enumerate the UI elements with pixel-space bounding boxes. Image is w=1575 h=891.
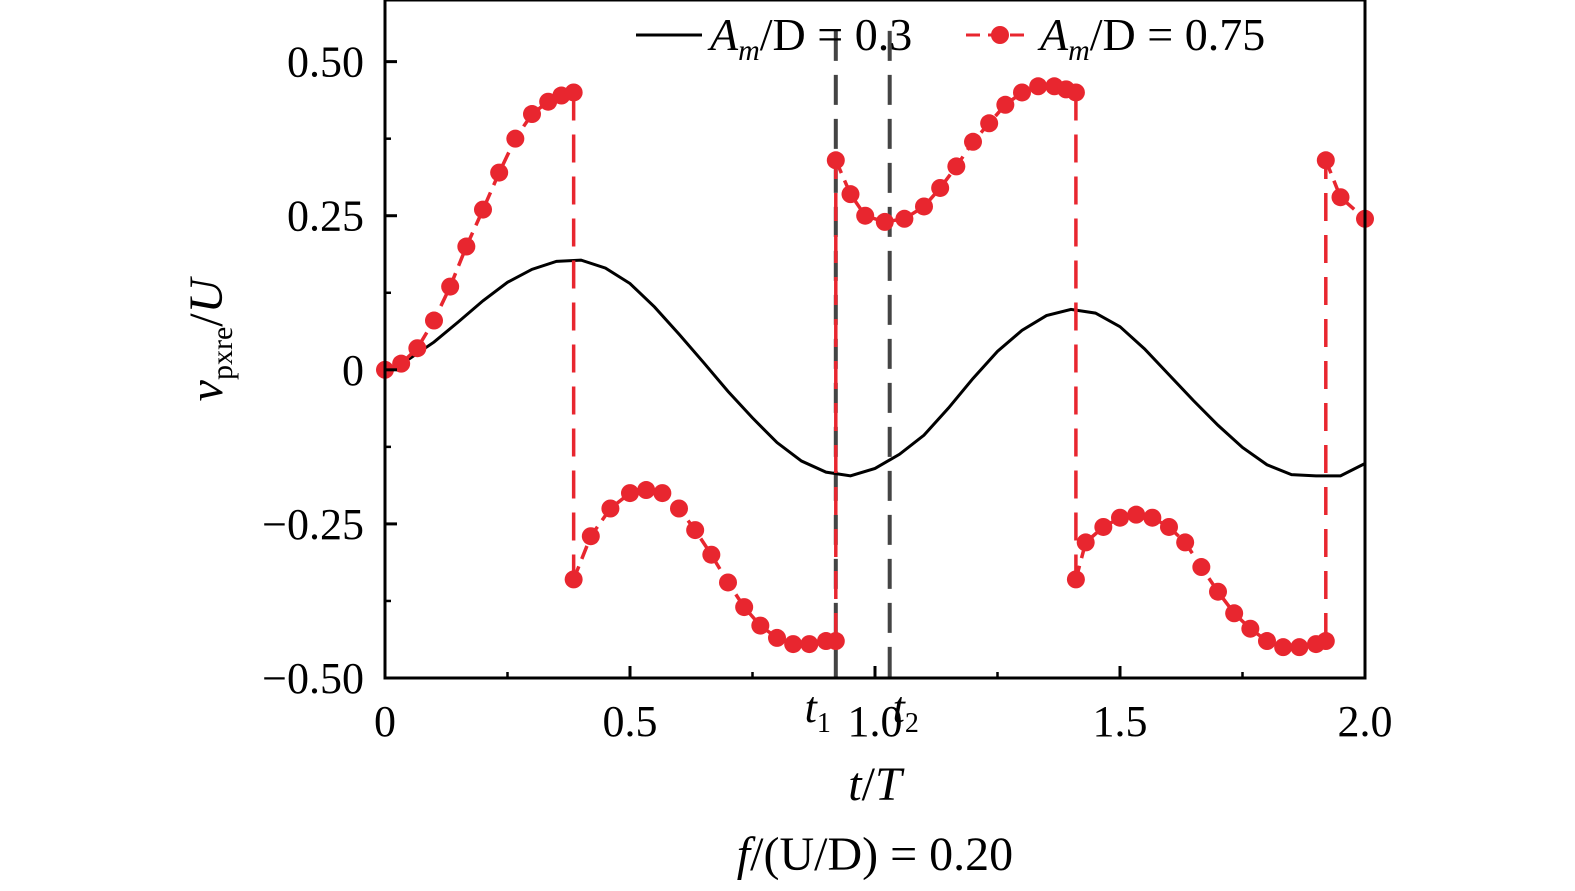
series-large-point-2-5 xyxy=(915,197,933,216)
series-large-point-3-16 xyxy=(1316,632,1335,651)
series-large-point-3-5 xyxy=(1143,508,1162,527)
series-large-point-2-0 xyxy=(826,151,845,170)
series-large-point-1-8 xyxy=(702,545,721,564)
x-tick-label-3: 1.5 xyxy=(1093,697,1148,746)
series-layer xyxy=(376,77,1374,657)
series-large-point-3-14 xyxy=(1290,638,1309,657)
legend-label-large: Am/D = 0.75 xyxy=(1037,9,1265,67)
series-large-point-3-8 xyxy=(1192,558,1211,577)
series-large-point-3-7 xyxy=(1176,533,1195,552)
marker-label-t1: t1 xyxy=(805,683,831,739)
series-large-point-3-10 xyxy=(1225,604,1244,623)
series-large-point-1-16 xyxy=(826,632,845,651)
series-large-segment-4 xyxy=(1324,159,1367,221)
x-tick-label-1: 0.5 xyxy=(603,697,658,746)
series-large-point-0-8 xyxy=(506,129,525,148)
series-large-point-1-2 xyxy=(601,499,620,518)
series-large-point-3-4 xyxy=(1127,505,1146,524)
axis-ticks: 0 0.5 1.0 1.5 2.0 0.50 0.25 0 −0.25 −0.50 xyxy=(262,38,1392,746)
series-large-segment-2 xyxy=(834,84,1077,224)
series-large-point-2-9 xyxy=(980,114,999,133)
y-tick-label-4: −0.50 xyxy=(262,654,364,703)
series-large-point-1-6 xyxy=(670,499,688,518)
series-large-point-1-0 xyxy=(564,570,583,589)
series-large-point-3-0 xyxy=(1066,570,1085,589)
y-axis-label: vpxre/U xyxy=(180,275,239,401)
series-large-point-3-3 xyxy=(1111,508,1129,527)
legend-marker-large xyxy=(991,26,1009,44)
series-large-point-1-13 xyxy=(784,635,803,654)
x-tick-label-2: 1.0 xyxy=(848,697,903,746)
series-large-point-0-1 xyxy=(392,354,411,373)
series-large-segment-3 xyxy=(1074,512,1327,649)
time-marker-labels: t1 t2 xyxy=(805,683,919,739)
caption: f/(U/D) = 0.20 xyxy=(737,828,1013,881)
series-large-point-0-9 xyxy=(523,105,541,124)
series-large-point-1-5 xyxy=(653,484,672,503)
series-large-point-1-4 xyxy=(637,481,656,500)
series-large-point-3-12 xyxy=(1258,632,1276,651)
time-markers xyxy=(833,30,892,678)
series-large-point-2-6 xyxy=(931,178,950,197)
series-large-point-3-9 xyxy=(1209,582,1227,601)
series-large-point-0-2 xyxy=(408,339,427,358)
series-large-point-1-14 xyxy=(800,635,819,654)
series-large-point-1-1 xyxy=(581,527,600,546)
series-large-point-1-10 xyxy=(735,598,754,617)
legend: Am/D = 0.3 Am/D = 0.75 xyxy=(636,9,1265,67)
series-large-point-2-1 xyxy=(841,185,860,204)
series-large-point-2-15 xyxy=(1066,83,1085,102)
x-tick-label-4: 2.0 xyxy=(1338,697,1393,746)
series-large-point-0-3 xyxy=(425,311,443,330)
series-large-point-1-3 xyxy=(621,484,639,503)
series-large-segment-0 xyxy=(384,90,575,372)
series-large-point-3-11 xyxy=(1241,619,1260,638)
series-large-point-1-7 xyxy=(686,521,705,540)
series-large-point-1-9 xyxy=(719,573,737,592)
series-large-point-3-6 xyxy=(1160,517,1178,536)
series-large-point-2-2 xyxy=(856,206,875,225)
x-tick-label-0: 0 xyxy=(374,697,396,746)
series-large-point-0-6 xyxy=(474,200,492,219)
series-large-point-4-1 xyxy=(1331,188,1350,207)
series-large-point-2-8 xyxy=(964,132,982,151)
y-tick-label-2: 0 xyxy=(342,346,364,395)
series-large-point-1-12 xyxy=(768,628,786,647)
series-small-line xyxy=(384,258,1366,478)
series-large-point-0-5 xyxy=(457,237,476,256)
y-tick-label-1: 0.25 xyxy=(287,192,364,241)
series-large-point-2-11 xyxy=(1013,83,1031,102)
series-large-point-0-12 xyxy=(564,83,583,102)
y-tick-label-0: 0.50 xyxy=(287,38,364,87)
series-large-point-2-12 xyxy=(1029,77,1048,96)
marker-label-t2: t2 xyxy=(893,683,919,739)
series-large-point-2-4 xyxy=(895,209,914,228)
series-large-point-2-10 xyxy=(996,95,1015,114)
x-axis-label: t/T xyxy=(848,758,905,811)
series-large-point-3-2 xyxy=(1094,517,1113,536)
series-large-point-0-4 xyxy=(441,277,460,296)
series-large-point-2-3 xyxy=(875,212,894,231)
series-large-point-1-11 xyxy=(751,616,770,635)
series-large-point-0-7 xyxy=(490,163,509,182)
legend-label-small: Am/D = 0.3 xyxy=(707,9,912,67)
y-tick-label-3: −0.25 xyxy=(262,500,364,549)
series-large-point-3-1 xyxy=(1076,533,1095,552)
series-large-point-2-7 xyxy=(947,157,966,176)
series-large-point-3-13 xyxy=(1274,638,1293,657)
series-large-point-4-0 xyxy=(1316,151,1335,170)
plot-frame xyxy=(383,0,1367,680)
